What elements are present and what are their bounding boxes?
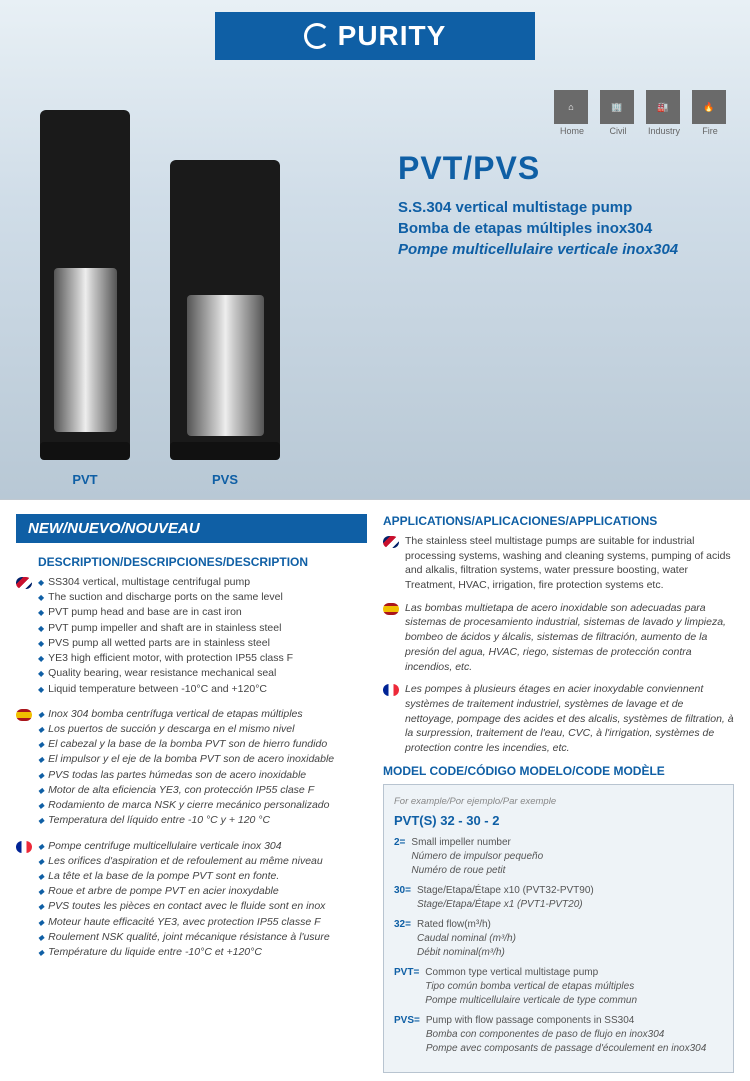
list-item: Motor de alta eficiencia YE3, con protec… xyxy=(38,783,367,798)
model-rows: 2= Small impeller numberNúmero de impulso… xyxy=(394,836,723,1056)
desc-es: Inox 304 bomba centrífuga vertical de et… xyxy=(16,707,367,829)
subtitle-es: Bomba de etapas múltiples inox304 xyxy=(398,218,728,239)
list-item: Moteur haute efficacité YE3, avec protec… xyxy=(38,915,367,930)
model-key: PVS= xyxy=(394,1014,420,1028)
application-icons: ⌂Home 🏢Civil 🏭Industry 🔥Fire xyxy=(554,90,728,136)
model-key: PVT= xyxy=(394,966,419,980)
desc-fr: Pompe centrifuge multicellulaire vertica… xyxy=(16,839,367,961)
model-key: 2= xyxy=(394,836,405,850)
model-code-string: PVT(S) 32 - 30 - 2 xyxy=(394,812,723,830)
right-column: APPLICATIONS/APLICACIONES/APPLICATIONS T… xyxy=(383,514,734,1073)
brand-name: PURITY xyxy=(338,20,447,52)
model-explanation: Pump with flow passage components in SS3… xyxy=(426,1014,706,1056)
model-row: 32= Rated flow(m³/h)Caudal nominal (m³/h)… xyxy=(394,918,723,960)
list-item: SS304 vertical, multistage centrifugal p… xyxy=(38,575,367,590)
list-item: Los puertos de succión y descarga en el … xyxy=(38,722,367,737)
list-item: PVT pump impeller and shaft are in stain… xyxy=(38,621,367,636)
model-row: PVT= Common type vertical multistage pump… xyxy=(394,966,723,1008)
industry-icon: 🏭 xyxy=(646,90,680,124)
app-fr: Les pompes à plusieurs étages en acier i… xyxy=(383,682,734,755)
list-item: Les orifices d'aspiration et de refoulem… xyxy=(38,854,367,869)
model-row: PVS= Pump with flow passage components in… xyxy=(394,1014,723,1056)
title-block: PVT/PVS S.S.304 vertical multistage pump… xyxy=(398,150,728,260)
pump-pvs: PVS xyxy=(170,160,280,487)
list-item: El cabezal y la base de la bomba PVT son… xyxy=(38,737,367,752)
list-item: Quality bearing, wear resistance mechani… xyxy=(38,666,367,681)
lower-panel: NEW/NUEVO/NOUVEAU DESCRIPTION/DESCRIPCIO… xyxy=(0,500,750,1081)
model-explanation: Common type vertical multistage pumpTipo… xyxy=(425,966,637,1008)
desc-en: SS304 vertical, multistage centrifugal p… xyxy=(16,575,367,697)
hero-panel: PURITY ⌂Home 🏢Civil 🏭Industry 🔥Fire PVT/PVS… xyxy=(0,0,750,500)
brand-logo: PURITY xyxy=(215,12,535,60)
model-key: 30= xyxy=(394,884,411,898)
pump-pvs-shape xyxy=(170,160,280,460)
pump-pvs-label: PVS xyxy=(212,472,238,487)
list-item: Liquid temperature between -10°C and +12… xyxy=(38,682,367,697)
brand-swirl-icon xyxy=(304,23,330,49)
applications-heading: APPLICATIONS/APLICACIONES/APPLICATIONS xyxy=(383,514,734,528)
civil-icon: 🏢 xyxy=(600,90,634,124)
pump-pvt-shape xyxy=(40,110,130,460)
model-explanation: Stage/Etapa/Étape x10 (PVT32-PVT90)Stage… xyxy=(417,884,594,912)
list-item: PVS todas las partes húmedas son de acer… xyxy=(38,768,367,783)
list-item: PVS pump all wetted parts are in stainle… xyxy=(38,636,367,651)
description-heading: DESCRIPTION/DESCRIPCIONES/DESCRIPTION xyxy=(16,555,367,569)
flag-uk-icon xyxy=(16,577,32,589)
app-icon-fire: 🔥Fire xyxy=(692,90,728,136)
list-item: Temperatura del líquido entre -10 °C y +… xyxy=(38,813,367,828)
model-explanation: Small impeller numberNúmero de impulsor … xyxy=(411,836,543,878)
flag-es-icon xyxy=(16,709,32,721)
home-icon: ⌂ xyxy=(554,90,588,124)
new-banner: NEW/NUEVO/NOUVEAU xyxy=(16,514,367,543)
app-es: Las bombas multietapa de acero inoxidabl… xyxy=(383,601,734,674)
list-item: The suction and discharge ports on the s… xyxy=(38,590,367,605)
app-icon-industry: 🏭Industry xyxy=(646,90,682,136)
flag-fr-icon xyxy=(16,841,32,853)
model-for-example: For example/Por ejemplo/Par exemple xyxy=(394,795,723,808)
pump-pvt-label: PVT xyxy=(72,472,97,487)
model-row: 2= Small impeller numberNúmero de impulso… xyxy=(394,836,723,878)
list-item: Inox 304 bomba centrífuga vertical de et… xyxy=(38,707,367,722)
list-item: YE3 high efficient motor, with protectio… xyxy=(38,651,367,666)
list-item: Rodamiento de marca NSK y cierre mecánic… xyxy=(38,798,367,813)
model-code-box: For example/Por ejemplo/Par exemple PVT(… xyxy=(383,784,734,1073)
model-code-heading: MODEL CODE/CÓDIGO MODELO/CODE MODÈLE xyxy=(383,764,734,778)
app-en: The stainless steel multistage pumps are… xyxy=(383,534,734,593)
list-item: Roue et arbre de pompe PVT en acier inox… xyxy=(38,884,367,899)
list-item: El impulsor y el eje de la bomba PVT son… xyxy=(38,752,367,767)
list-item: PVS toutes les pièces en contact avec le… xyxy=(38,899,367,914)
list-item: La tête et la base de la pompe PVT sont … xyxy=(38,869,367,884)
subtitle-fr: Pompe multicellulaire verticale inox304 xyxy=(398,239,728,260)
model-explanation: Rated flow(m³/h)Caudal nominal (m³/h)Déb… xyxy=(417,918,516,960)
model-key: 32= xyxy=(394,918,411,932)
flag-fr-icon xyxy=(383,684,399,696)
model-row: 30= Stage/Etapa/Étape x10 (PVT32-PVT90)St… xyxy=(394,884,723,912)
pump-images: PVT PVS xyxy=(40,110,280,487)
app-icon-civil: 🏢Civil xyxy=(600,90,636,136)
app-icon-home: ⌂Home xyxy=(554,90,590,136)
list-item: PVT pump head and base are in cast iron xyxy=(38,605,367,620)
fire-icon: 🔥 xyxy=(692,90,726,124)
left-column: NEW/NUEVO/NOUVEAU DESCRIPTION/DESCRIPCIO… xyxy=(16,514,367,1073)
pump-pvt: PVT xyxy=(40,110,130,487)
flag-es-icon xyxy=(383,603,399,615)
subtitle-en: S.S.304 vertical multistage pump xyxy=(398,197,728,218)
list-item: Pompe centrifuge multicellulaire vertica… xyxy=(38,839,367,854)
list-item: Roulement NSK qualité, joint mécanique r… xyxy=(38,930,367,945)
list-item: Température du liquide entre -10°C et +1… xyxy=(38,945,367,960)
product-title: PVT/PVS xyxy=(398,150,728,187)
flag-uk-icon xyxy=(383,536,399,548)
